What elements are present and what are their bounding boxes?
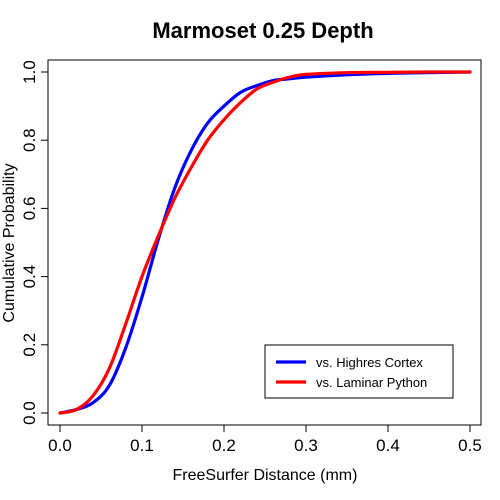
y-tick-label: 0.0 [20,401,39,425]
x-tick-label: 0.0 [48,436,72,455]
x-tick-label: 0.2 [212,436,236,455]
legend: vs. Highres Cortex vs. Laminar Python [264,344,454,399]
legend-label-laminar-python: vs. Laminar Python [316,375,427,390]
x-tick-label: 0.3 [294,436,318,455]
y-tick-label: 0.4 [20,265,39,289]
y-axis-label: Cumulative Probability [1,163,18,322]
y-tick-label: 0.8 [20,128,39,152]
y-tick-label: 1.0 [20,60,39,84]
y-tick-label: 0.2 [20,333,39,357]
series-group [58,70,472,415]
chart-title: Marmoset 0.25 Depth [152,18,373,43]
legend-box [264,344,454,399]
x-tick-label: 0.5 [458,436,482,455]
series-line-laminar-python [58,70,472,415]
legend-label-highres-cortex: vs. Highres Cortex [316,355,423,370]
y-axis-ticks: 0.0 0.2 0.4 0.6 0.8 1.0 [20,60,48,425]
y-tick-label: 0.6 [20,197,39,221]
x-axis-ticks: 0.0 0.1 0.2 0.3 0.4 0.5 [48,425,482,455]
x-tick-label: 0.4 [376,436,400,455]
x-axis-label: FreeSurfer Distance (mm) [173,467,358,484]
series-line-highres-cortex [58,70,472,415]
x-tick-label: 0.1 [130,436,154,455]
